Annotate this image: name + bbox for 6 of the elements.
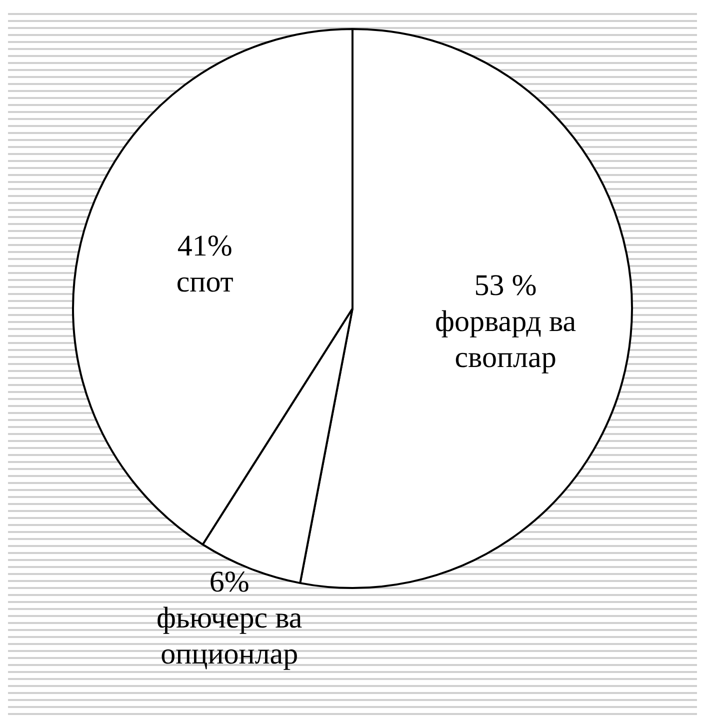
data-label: 6% (209, 565, 250, 598)
data-label: 53 % (474, 268, 537, 302)
slice-label: форвард ва своплар (435, 304, 576, 374)
slice-label: спот (176, 265, 234, 298)
data-label: 41% (177, 229, 232, 262)
slice-label: фьючерс ва опционлар (156, 601, 302, 670)
